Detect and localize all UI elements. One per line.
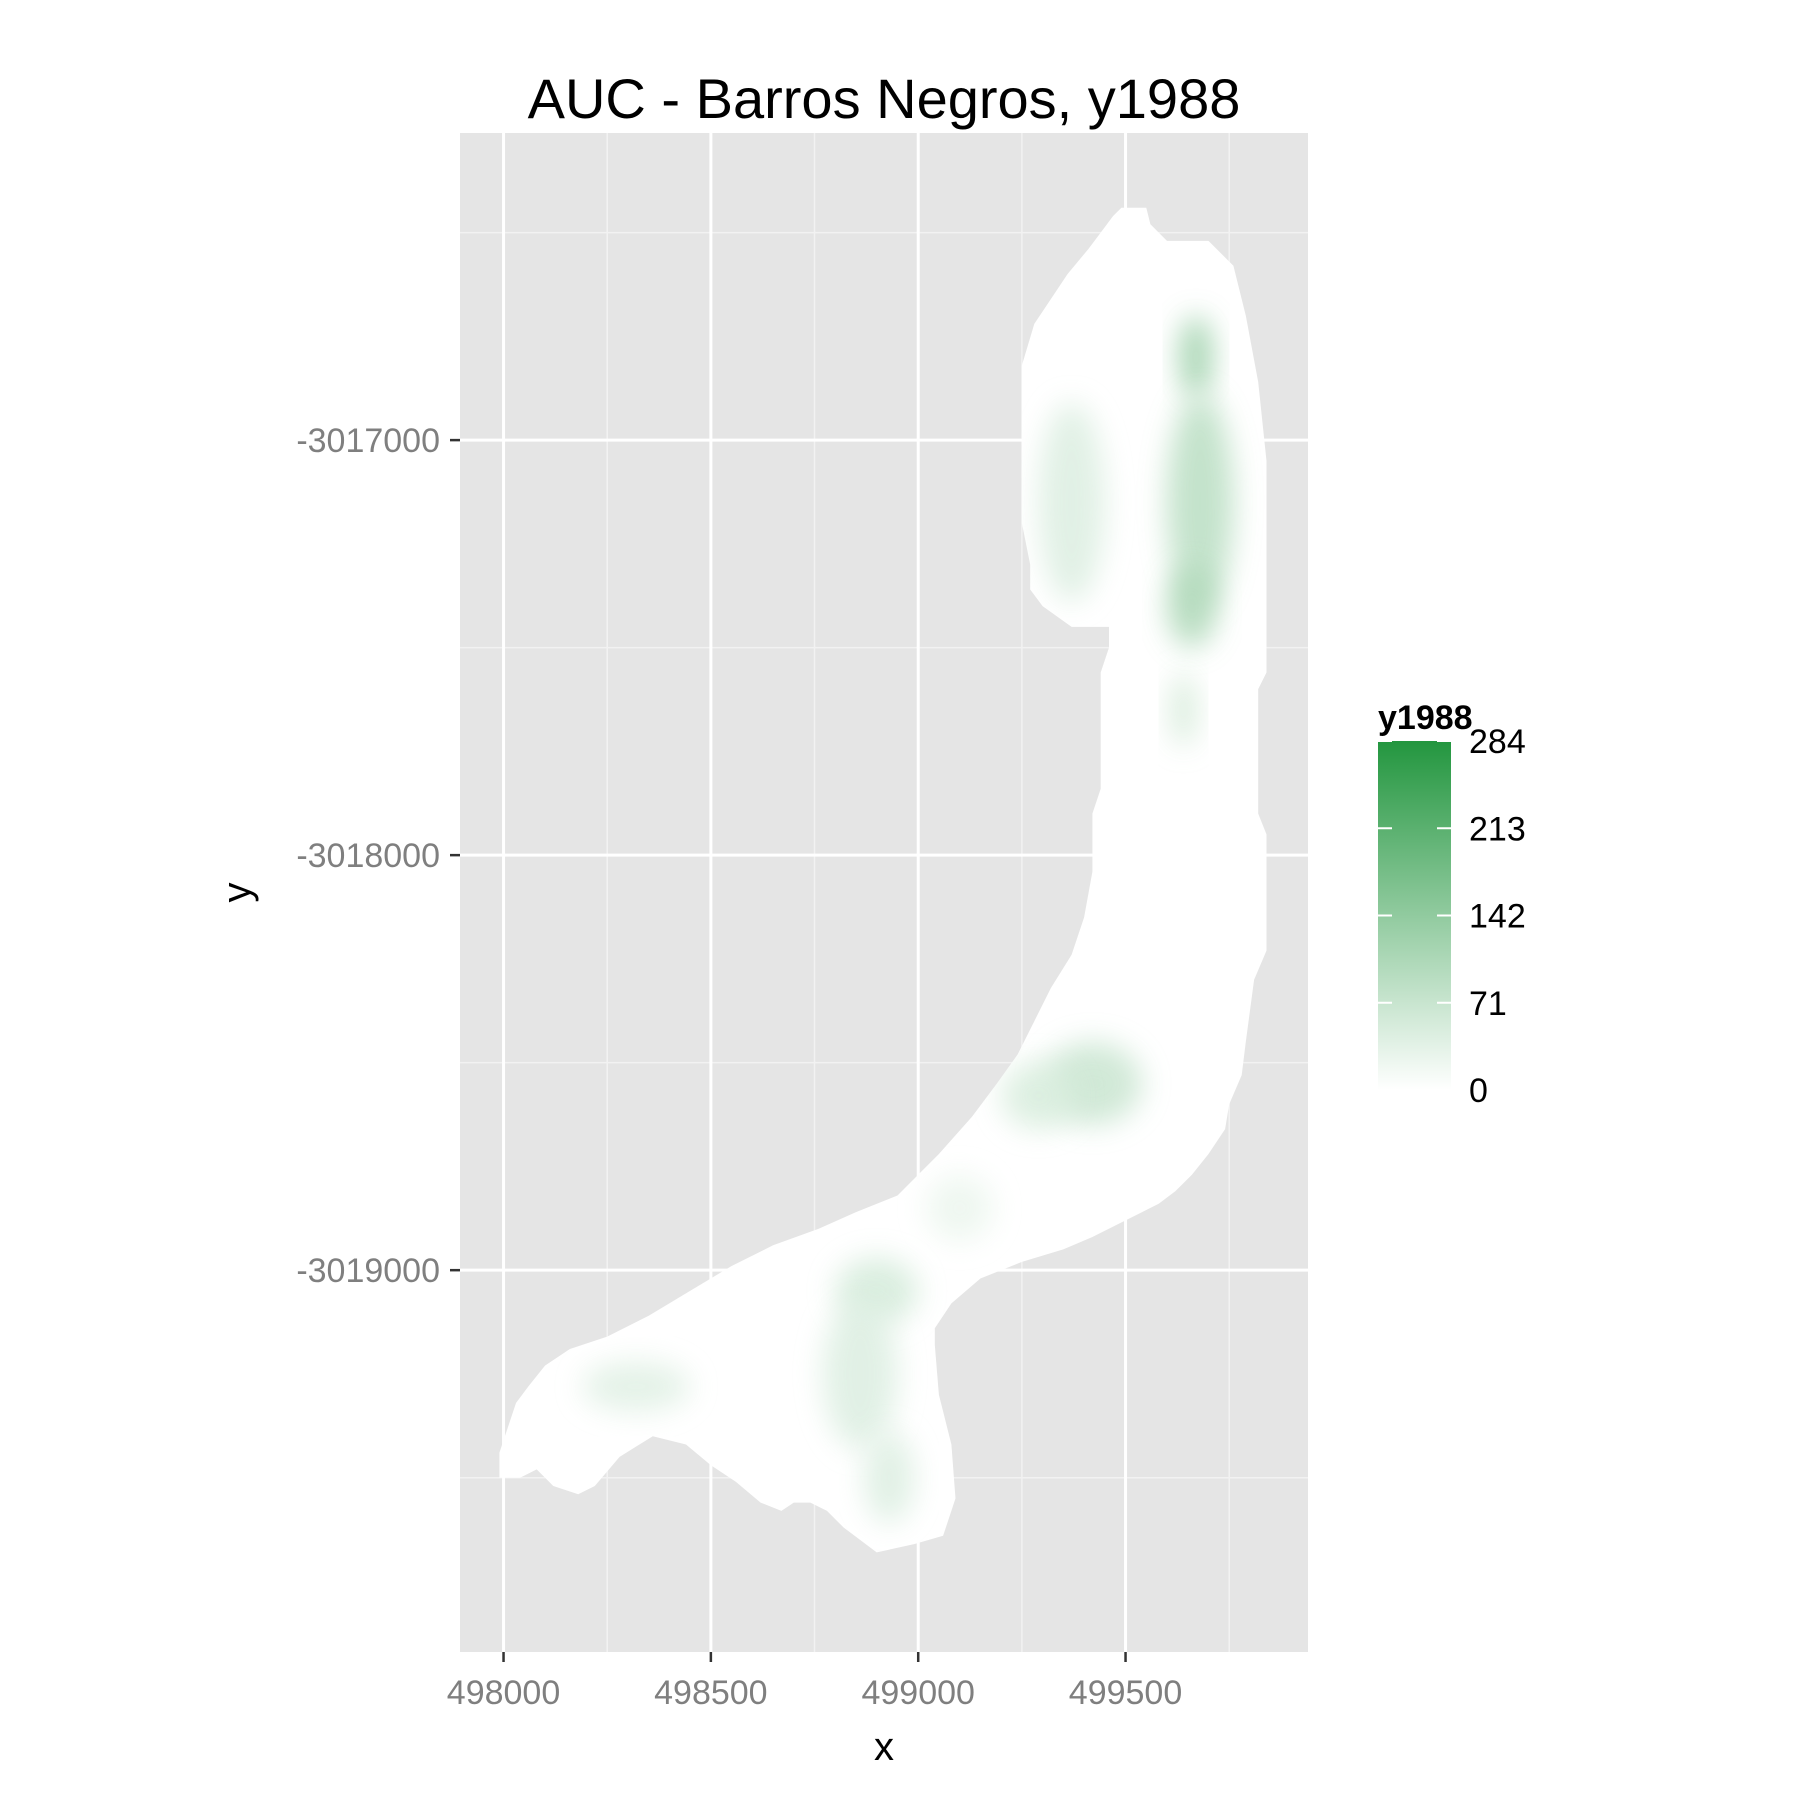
legend-title: y1988 <box>1378 699 1473 737</box>
raster-hotspots <box>582 315 1234 1524</box>
raster-hotspot <box>1167 394 1234 611</box>
legend-label: 0 <box>1469 1072 1488 1110</box>
x-axis-title: x <box>874 1725 894 1769</box>
y-axis-title: y <box>215 883 259 903</box>
legend-label: 213 <box>1469 810 1526 848</box>
raster-hotspot <box>1167 564 1217 648</box>
chart-title: AUC - Barros Negros, y1988 <box>528 67 1241 130</box>
y-tick-label: -3017000 <box>296 422 440 460</box>
raster-hotspot <box>1171 672 1197 748</box>
legend-label: 71 <box>1469 985 1507 1023</box>
legend-label: 142 <box>1469 898 1526 936</box>
x-tick-label: 498500 <box>654 1674 767 1712</box>
raster-hotspot <box>822 1299 898 1449</box>
raster-hotspot <box>1179 315 1213 399</box>
raster-hotspot <box>582 1361 691 1412</box>
raster-hotspot <box>1001 1062 1076 1130</box>
x-tick-label: 498000 <box>447 1674 560 1712</box>
raster-hotspot <box>1038 402 1105 602</box>
x-tick-label: 499000 <box>861 1674 974 1712</box>
raster-hotspot <box>926 1174 993 1242</box>
y-tick-label: -3019000 <box>296 1252 440 1290</box>
y-tick-label: -3018000 <box>296 837 440 875</box>
raster-hotspot <box>864 1432 915 1524</box>
legend-label: 284 <box>1469 723 1526 761</box>
x-tick-label: 499500 <box>1069 1674 1182 1712</box>
